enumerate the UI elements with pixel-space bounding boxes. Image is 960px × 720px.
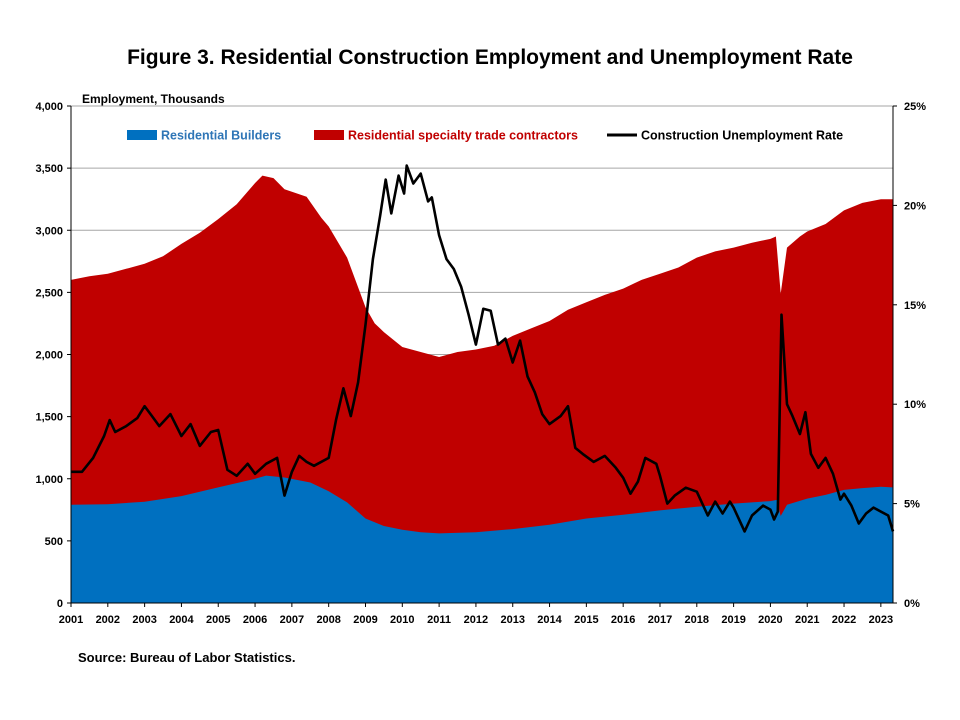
y-axis-label: Employment, Thousands: [82, 92, 225, 106]
y2-axis-ticks: 0% 5% 10% 15% 20% 25%: [904, 101, 926, 610]
y2-tick-label: 0%: [904, 598, 920, 610]
x-tick-label: 2009: [353, 614, 377, 626]
legend-residential-builders: Residential Builders: [127, 129, 281, 143]
x-tick-label: 2006: [243, 614, 267, 626]
y2-tick-label: 5%: [904, 499, 920, 511]
y2-tick-label: 10%: [904, 399, 926, 411]
x-tick-label: 2003: [132, 614, 156, 626]
x-tick-label: 2005: [206, 614, 230, 626]
y-tick-label: 2,000: [35, 350, 63, 362]
y-tick-label: 4,000: [35, 101, 63, 113]
line-unemployment-rate: [71, 164, 895, 533]
source-note: Source: Bureau of Labor Statistics.: [78, 650, 296, 665]
legend-label: Construction Unemployment Rate: [641, 129, 843, 143]
x-tick-label: 2022: [832, 614, 856, 626]
x-tick-label: 2015: [574, 614, 598, 626]
area-residential-builders: [71, 475, 893, 603]
x-tick-label: 2007: [280, 614, 304, 626]
x-tick-label: 2012: [464, 614, 488, 626]
legend-swatch: [127, 130, 157, 140]
y-tick-label: 0: [57, 598, 63, 610]
x-tick-label: 2004: [169, 614, 194, 626]
area-series: [71, 175, 893, 603]
y-tick-label: 2,500: [35, 287, 63, 299]
x-tick-label: 2023: [869, 614, 893, 626]
legend-unemployment-rate: Construction Unemployment Rate: [607, 129, 843, 143]
y2-tick-label: 25%: [904, 101, 926, 113]
x-tick-label: 2001: [59, 614, 83, 626]
x-tick-label: 2020: [758, 614, 782, 626]
y-axis-ticks: 0 500 1,000 1,500 2,000 2,500 3,000 3,500 4,000: [35, 101, 63, 610]
x-tick-label: 2016: [611, 614, 635, 626]
y2-tick-label: 20%: [904, 200, 926, 212]
line-series: [71, 164, 895, 533]
y-tick-label: 3,000: [35, 225, 63, 237]
legend-residential-specialty: Residential specialty trade contractors: [314, 129, 578, 143]
x-tick-label: 2018: [685, 614, 709, 626]
x-tick-label: 2011: [427, 614, 451, 626]
x-tick-label: 2010: [390, 614, 414, 626]
axes: [67, 105, 897, 607]
x-tick-label: 2017: [648, 614, 672, 626]
x-tick-label: 2014: [537, 614, 562, 626]
y-tick-label: 1,500: [35, 412, 63, 424]
y-tick-label: 3,500: [35, 163, 63, 175]
y-tick-label: 500: [45, 536, 63, 548]
legend-label: Residential specialty trade contractors: [348, 129, 578, 143]
legend: Residential Builders Residential specialt…: [127, 129, 843, 143]
y2-tick-label: 15%: [904, 300, 926, 312]
chart-title: Figure 3. Residential Construction Emplo…: [127, 46, 853, 69]
x-axis-ticks: 2001 2002 2003 2004 2005 2006 2007 2008 2009 2010…: [59, 614, 893, 626]
legend-swatch: [314, 130, 344, 140]
x-tick-label: 2002: [96, 614, 120, 626]
x-tick-label: 2019: [721, 614, 745, 626]
x-tick-label: 2013: [500, 614, 524, 626]
x-tick-label: 2021: [795, 614, 819, 626]
x-tick-label: 2008: [316, 614, 340, 626]
legend-label: Residential Builders: [161, 129, 281, 143]
y-tick-label: 1,000: [35, 474, 63, 486]
